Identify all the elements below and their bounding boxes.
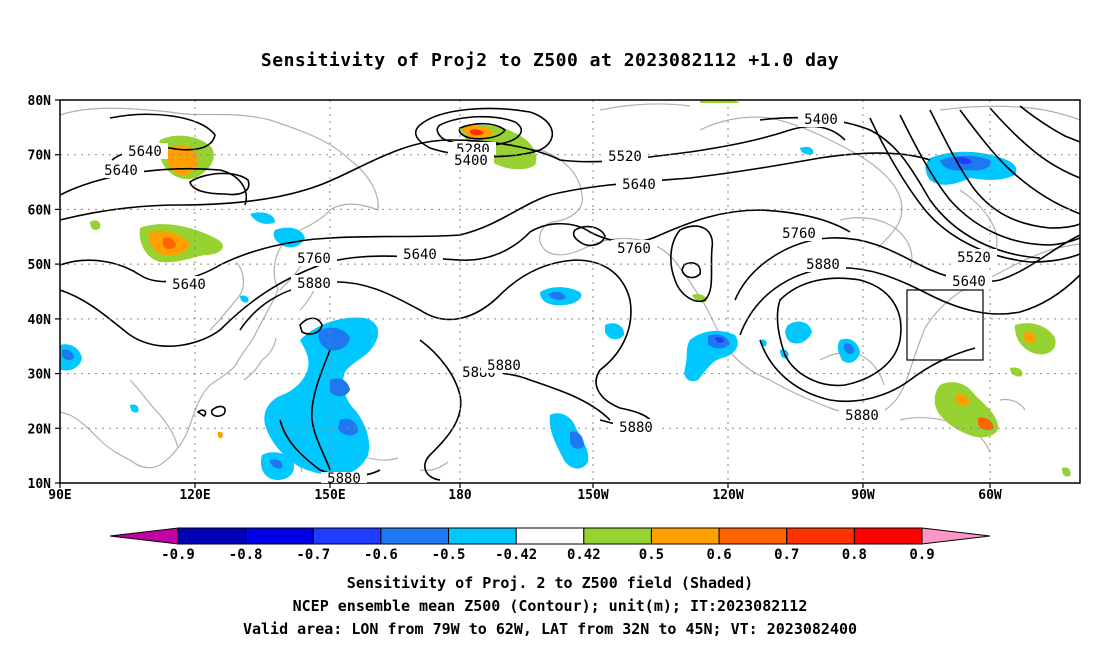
contour-label: 5400 <box>804 112 838 128</box>
contour-label: 5880 <box>487 358 521 374</box>
colorbar-min-arrow <box>109 527 179 545</box>
lat-label-60n: 60N <box>28 203 52 218</box>
contour-label: 5760 <box>782 226 816 242</box>
contour-label: 5880 <box>806 257 840 273</box>
lon-label-120w: 120W <box>712 488 743 503</box>
lon-label-60w: 60W <box>978 488 1002 503</box>
colorbar-max-arrow <box>921 527 991 545</box>
lat-label-70n: 70N <box>28 149 52 164</box>
colorbar-tick-label: -0.42 <box>495 547 537 563</box>
contour-label: 5640 <box>104 163 138 179</box>
colorbar: -0.9 -0.8 -0.7 -0.6 -0.5 -0.42 0.42 0.5 0.6 0.7 0.… <box>109 527 991 563</box>
lon-label-90w: 90W <box>851 488 875 503</box>
colorbar-swatch <box>515 527 585 545</box>
contour-label: 5520 <box>957 250 991 266</box>
contour-label: 5880 <box>845 408 879 424</box>
contour-label: 5760 <box>297 251 331 267</box>
valid-area-box <box>906 289 984 361</box>
lat-label-40n: 40N <box>28 313 52 328</box>
colorbar-tick-label: -0.8 <box>229 547 263 563</box>
colorbar-tick-label: -0.9 <box>161 547 195 563</box>
lat-label-20n: 20N <box>28 422 52 437</box>
colorbar-swatch <box>312 527 382 545</box>
contour-label: 5640 <box>622 177 656 193</box>
contour-label: 5400 <box>454 153 488 169</box>
lat-label-80n: 80N <box>28 94 52 109</box>
contour-label: 5640 <box>403 247 437 263</box>
colorbar-swatch <box>650 527 720 545</box>
colorbar-swatch <box>380 527 450 545</box>
grid-lines <box>60 100 1080 483</box>
colorbar-swatch <box>718 527 788 545</box>
lat-label-30n: 30N <box>28 368 52 383</box>
colorbar-tick-label: 0.9 <box>909 547 934 563</box>
contour-label: 5640 <box>952 274 986 290</box>
colorbar-tick-label: 0.8 <box>842 547 867 563</box>
contour-label: 5880 <box>619 420 653 436</box>
contour-labels: 5640 5640 5280 5400 5520 5400 5640 5640 … <box>98 111 997 487</box>
footer-line-shading: Sensitivity of Proj. 2 to Z500 field (Sh… <box>346 574 754 592</box>
contour-label: 5760 <box>617 241 651 257</box>
colorbar-tick-label: 0.7 <box>774 547 799 563</box>
lon-label-180: 180 <box>448 488 472 503</box>
contour-label: 5880 <box>327 471 361 487</box>
colorbar-tick-label: -0.5 <box>432 547 466 563</box>
lat-labels: 80N 70N 60N 50N 40N 30N 20N 10N <box>28 94 52 492</box>
contour-label: 5640 <box>172 277 206 293</box>
lon-labels: 90E 120E 150E 180 150W 120W 90W 60W <box>48 488 1002 503</box>
colorbar-swatch <box>177 527 247 545</box>
lon-label-150w: 150W <box>577 488 608 503</box>
footer-line-contour: NCEP ensemble mean Z500 (Contour); unit(… <box>292 597 808 615</box>
lon-label-90e: 90E <box>48 488 71 503</box>
lat-label-10n: 10N <box>28 477 52 492</box>
colorbar-swatch <box>853 527 923 545</box>
colorbar-swatch <box>583 527 652 545</box>
colorbar-swatch <box>786 527 855 545</box>
lat-label-50n: 50N <box>28 258 52 273</box>
footer-line-valid-area: Valid area: LON from 79W to 62W, LAT fro… <box>242 620 858 638</box>
contour-label: 5520 <box>608 149 642 165</box>
colorbar-swatch <box>245 527 314 545</box>
sensitivity-shading <box>60 100 1071 480</box>
colorbar-swatch <box>448 527 517 545</box>
colorbar-tick-label: -0.7 <box>296 547 330 563</box>
plot-border <box>59 99 1081 484</box>
axis-ticks <box>55 99 991 488</box>
colorbar-tick-label: 0.5 <box>639 547 664 563</box>
colorbar-tick-label: -0.6 <box>364 547 398 563</box>
contour-label: 5880 <box>297 276 331 292</box>
map-title: Sensitivity of Proj2 to Z500 at 20230821… <box>260 50 840 71</box>
colorbar-tick-label: 0.6 <box>706 547 731 563</box>
colorbar-tick-label: 0.42 <box>567 547 601 563</box>
contour-label: 5640 <box>128 144 162 160</box>
lon-label-150e: 150E <box>314 488 345 503</box>
lon-label-120e: 120E <box>179 488 210 503</box>
